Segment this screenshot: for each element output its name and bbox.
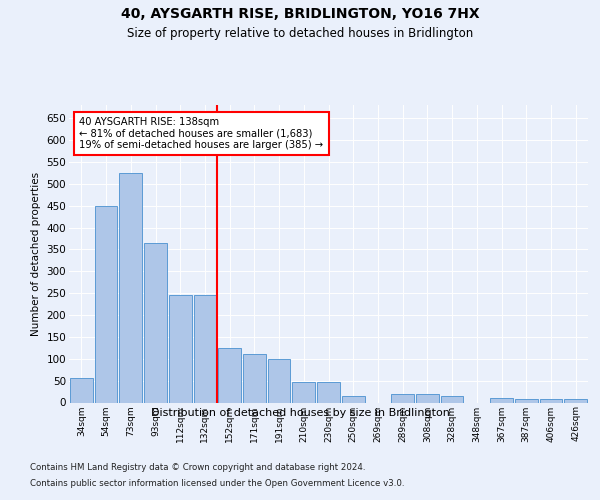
Bar xyxy=(564,399,587,402)
Text: Distribution of detached houses by size in Bridlington: Distribution of detached houses by size … xyxy=(151,408,449,418)
Bar xyxy=(515,399,538,402)
Bar xyxy=(95,206,118,402)
Bar xyxy=(144,243,167,402)
Y-axis label: Number of detached properties: Number of detached properties xyxy=(31,172,41,336)
Bar xyxy=(539,399,562,402)
Bar xyxy=(169,296,191,403)
Bar xyxy=(292,382,315,402)
Bar xyxy=(194,296,216,403)
Bar xyxy=(342,396,365,402)
Text: 40 AYSGARTH RISE: 138sqm
← 81% of detached houses are smaller (1,683)
19% of sem: 40 AYSGARTH RISE: 138sqm ← 81% of detach… xyxy=(79,117,323,150)
Bar xyxy=(70,378,93,402)
Text: Contains public sector information licensed under the Open Government Licence v3: Contains public sector information licen… xyxy=(30,479,404,488)
Text: Size of property relative to detached houses in Bridlington: Size of property relative to detached ho… xyxy=(127,28,473,40)
Bar xyxy=(391,394,414,402)
Bar xyxy=(441,396,463,402)
Text: 40, AYSGARTH RISE, BRIDLINGTON, YO16 7HX: 40, AYSGARTH RISE, BRIDLINGTON, YO16 7HX xyxy=(121,8,479,22)
Bar xyxy=(243,354,266,403)
Bar xyxy=(218,348,241,403)
Bar xyxy=(416,394,439,402)
Bar xyxy=(268,359,290,403)
Bar xyxy=(119,173,142,402)
Text: Contains HM Land Registry data © Crown copyright and database right 2024.: Contains HM Land Registry data © Crown c… xyxy=(30,462,365,471)
Bar xyxy=(317,382,340,402)
Bar xyxy=(490,398,513,402)
